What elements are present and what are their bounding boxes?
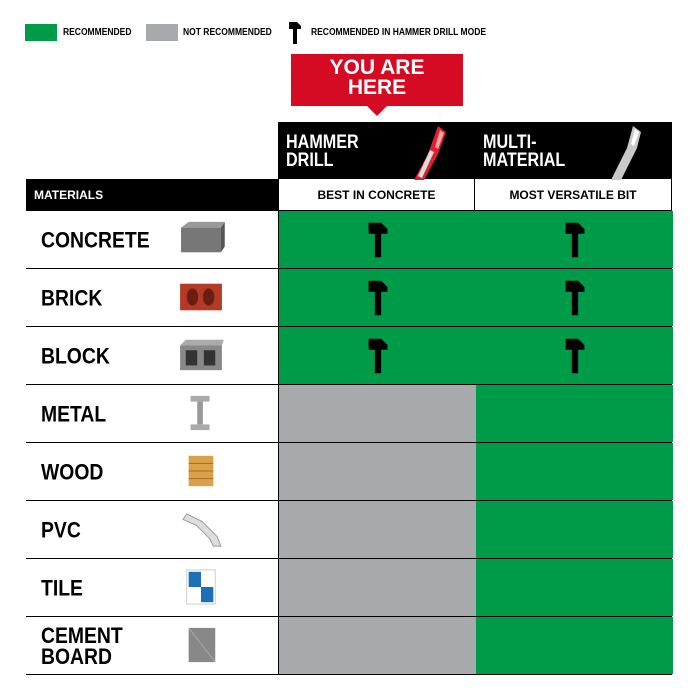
cell-recommended [476, 443, 674, 500]
silver-drill-bit-icon [611, 126, 641, 180]
table-row: CONCRETE [26, 211, 674, 269]
material-name: CONCRETE [41, 227, 150, 252]
hammer-icon [565, 338, 584, 373]
hammer-icon [565, 280, 584, 315]
cell-not-recommended [279, 443, 477, 500]
callout-line: YOU ARE [329, 56, 425, 79]
material-name: WOOD [41, 459, 104, 484]
you-are-here-callout: YOU ARE HERE [291, 54, 463, 116]
material-label: METAL [41, 401, 107, 426]
materials-header: MATERIALS [26, 179, 278, 211]
material-name: TILE [41, 575, 83, 600]
material-label: TILE [41, 575, 83, 600]
hammer-icon [289, 22, 301, 44]
material-image-icon [182, 513, 222, 547]
material-label: BLOCK [41, 343, 110, 368]
cell-not-recommended [279, 385, 477, 442]
divider [278, 443, 279, 501]
material-image-icon [186, 569, 216, 605]
table-row: TILE [26, 559, 674, 617]
table-row: CEMENT BOARD [26, 617, 674, 675]
column-subtitle: BEST IN CONCRETE [278, 179, 475, 211]
cell-recommended-hammer [476, 269, 674, 326]
divider [278, 327, 279, 385]
material-image-icon [188, 627, 216, 663]
material-label: WOOD [41, 459, 104, 484]
material-name: PVC [41, 517, 81, 542]
material-image-icon [181, 221, 225, 253]
hammer-icon [368, 222, 387, 257]
table-row: WOOD [26, 443, 674, 501]
subtitle-text: BEST IN CONCRETE [317, 187, 436, 202]
material-name: BRICK [41, 285, 103, 310]
cell-recommended [476, 385, 674, 442]
cell-recommended-hammer [279, 269, 477, 326]
material-name: CEMENT [41, 622, 123, 648]
callout-line: HERE [347, 76, 407, 99]
material-label: PVC [41, 517, 81, 542]
cell-recommended-hammer [279, 211, 477, 268]
legend-label: RECOMMENDED IN HAMMER DRILL MODE [311, 27, 487, 38]
table-row: METAL [26, 385, 674, 443]
column-title: HAMMER [286, 132, 359, 153]
column-title: MULTI- [483, 132, 537, 153]
hammer-icon [368, 338, 387, 373]
material-image-icon [180, 339, 224, 371]
divider [278, 269, 279, 327]
cell-not-recommended [279, 617, 477, 674]
cell-recommended-hammer [279, 327, 477, 384]
materials-header-label: MATERIALS [34, 188, 104, 202]
legend-swatch-not-recommended [146, 24, 178, 41]
divider [278, 501, 279, 559]
cell-recommended [476, 617, 674, 674]
material-name: METAL [41, 401, 107, 426]
subtitle-text: MOST VERSATILE BIT [509, 187, 637, 202]
column-header-multi-material: MULTI- MATERIAL [475, 122, 672, 180]
cell-not-recommended [279, 501, 477, 558]
material-label: CEMENT BOARD [41, 622, 123, 669]
table-row: PVC [26, 501, 674, 559]
column-header-hammer-drill: HAMMER DRILL [278, 122, 475, 180]
material-name: BOARD [41, 643, 112, 669]
divider [278, 211, 279, 269]
cell-recommended [476, 559, 674, 616]
table-row: BRICK [26, 269, 674, 327]
material-image-icon [188, 455, 214, 487]
material-label: CONCRETE [41, 227, 150, 252]
red-drill-bit-icon [414, 126, 446, 180]
hammer-icon [565, 222, 584, 257]
cell-recommended-hammer [476, 211, 674, 268]
table-row: BLOCK [26, 327, 674, 385]
legend-swatch-recommended [25, 24, 57, 41]
material-name: BLOCK [41, 343, 110, 368]
divider [278, 559, 279, 617]
divider [278, 385, 279, 443]
legend-label: NOT RECOMMENDED [183, 27, 272, 38]
material-image-icon [190, 395, 210, 431]
legend-label: RECOMMENDED [63, 27, 132, 38]
material-image-icon [180, 283, 222, 311]
cell-recommended [476, 501, 674, 558]
material-label: BRICK [41, 285, 103, 310]
cell-recommended-hammer [476, 327, 674, 384]
divider [278, 617, 279, 675]
cell-not-recommended [279, 559, 477, 616]
column-title: MATERIAL [483, 150, 566, 171]
column-title: DRILL [286, 150, 334, 171]
column-subtitle: MOST VERSATILE BIT [475, 179, 672, 211]
hammer-icon [368, 280, 387, 315]
